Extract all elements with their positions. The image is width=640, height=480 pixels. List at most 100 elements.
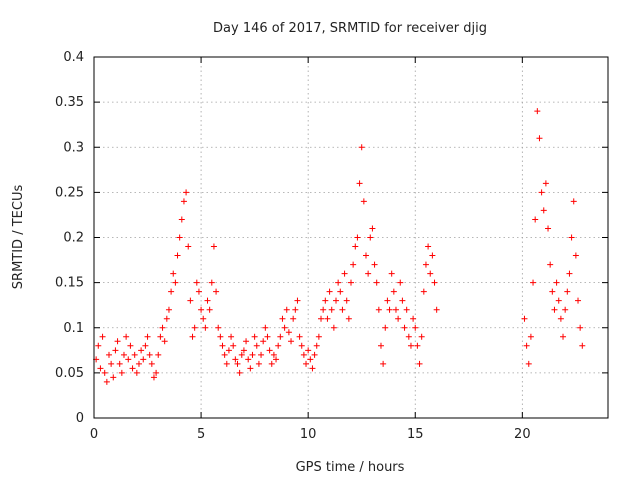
data-point: [258, 351, 265, 358]
data-point: [348, 279, 354, 286]
y-tick-label: 0.4: [63, 50, 84, 65]
data-point: [161, 338, 168, 345]
y-tick-label: 0.25: [55, 185, 84, 200]
data-point: [545, 225, 552, 232]
x-axis-label: GPS time / hours: [296, 460, 405, 475]
data-point: [247, 365, 254, 372]
data-point: [382, 324, 389, 331]
data-point: [341, 270, 348, 277]
data-point: [232, 356, 239, 363]
data-point: [330, 324, 337, 331]
data-point: [527, 333, 534, 340]
data-point: [298, 342, 305, 349]
data-point: [266, 347, 273, 354]
chart-title: Day 146 of 2017, SRMTID for receiver dji…: [213, 21, 487, 36]
data-point: [375, 306, 382, 313]
data-point: [549, 288, 556, 295]
data-point: [339, 306, 346, 313]
data-point: [150, 374, 157, 381]
data-point: [337, 288, 344, 295]
data-point: [367, 234, 374, 241]
data-point: [264, 333, 271, 340]
data-point: [401, 324, 408, 331]
data-point: [279, 315, 286, 322]
data-point: [133, 369, 140, 376]
data-point: [521, 315, 528, 322]
data-point: [540, 207, 547, 214]
data-point: [187, 297, 194, 304]
data-point: [198, 306, 205, 313]
data-point: [225, 347, 232, 354]
data-point: [410, 315, 417, 322]
data-point: [356, 180, 363, 187]
data-point: [159, 324, 166, 331]
y-tick-label: 0.05: [55, 366, 84, 381]
data-point: [324, 315, 331, 322]
data-point: [148, 360, 155, 367]
data-point: [418, 333, 425, 340]
data-point: [568, 234, 575, 241]
data-point: [307, 356, 314, 363]
data-point: [566, 270, 573, 277]
data-point: [386, 306, 393, 313]
data-point: [300, 351, 307, 358]
data-point: [399, 297, 406, 304]
data-point: [180, 198, 187, 205]
data-point: [129, 365, 136, 372]
data-point: [120, 351, 127, 358]
data-point: [553, 279, 560, 286]
data-point: [523, 342, 530, 349]
data-point: [562, 306, 569, 313]
data-point: [403, 306, 410, 313]
data-points: [93, 108, 586, 385]
data-point: [270, 351, 277, 358]
y-tick-label: 0.35: [55, 95, 84, 110]
data-point: [575, 297, 582, 304]
data-point: [153, 369, 160, 376]
data-point: [217, 333, 224, 340]
data-point: [288, 338, 295, 345]
data-point: [431, 279, 438, 286]
data-point: [296, 333, 303, 340]
data-point: [315, 333, 322, 340]
data-point: [204, 297, 211, 304]
data-point: [208, 279, 215, 286]
data-point: [178, 216, 185, 223]
x-tick-label: 15: [407, 427, 424, 442]
data-point: [369, 225, 376, 232]
data-point: [170, 270, 177, 277]
data-point: [358, 144, 365, 151]
data-point: [114, 338, 121, 345]
data-point: [230, 342, 237, 349]
data-point: [281, 324, 288, 331]
data-point: [236, 369, 243, 376]
data-point: [380, 360, 387, 367]
data-point: [200, 315, 207, 322]
data-point: [275, 342, 282, 349]
data-point: [322, 297, 329, 304]
x-tick-label: 10: [300, 427, 317, 442]
data-point: [536, 135, 543, 142]
data-point: [101, 369, 108, 376]
data-point: [564, 288, 571, 295]
data-point: [538, 189, 545, 196]
data-point: [277, 333, 284, 340]
data-point: [105, 351, 112, 358]
data-point: [283, 306, 290, 313]
data-point: [268, 360, 275, 367]
data-point: [328, 306, 335, 313]
data-point: [191, 324, 198, 331]
data-point: [534, 108, 541, 115]
data-point: [579, 342, 586, 349]
data-point: [243, 338, 250, 345]
y-axis-label: SRMTID / TECUs: [11, 185, 26, 290]
data-point: [352, 243, 359, 250]
data-point: [185, 243, 192, 250]
data-point: [172, 279, 179, 286]
data-point: [213, 288, 220, 295]
y-tick-label: 0: [76, 411, 84, 426]
data-point: [525, 360, 532, 367]
data-point: [146, 351, 153, 358]
data-point: [373, 279, 380, 286]
